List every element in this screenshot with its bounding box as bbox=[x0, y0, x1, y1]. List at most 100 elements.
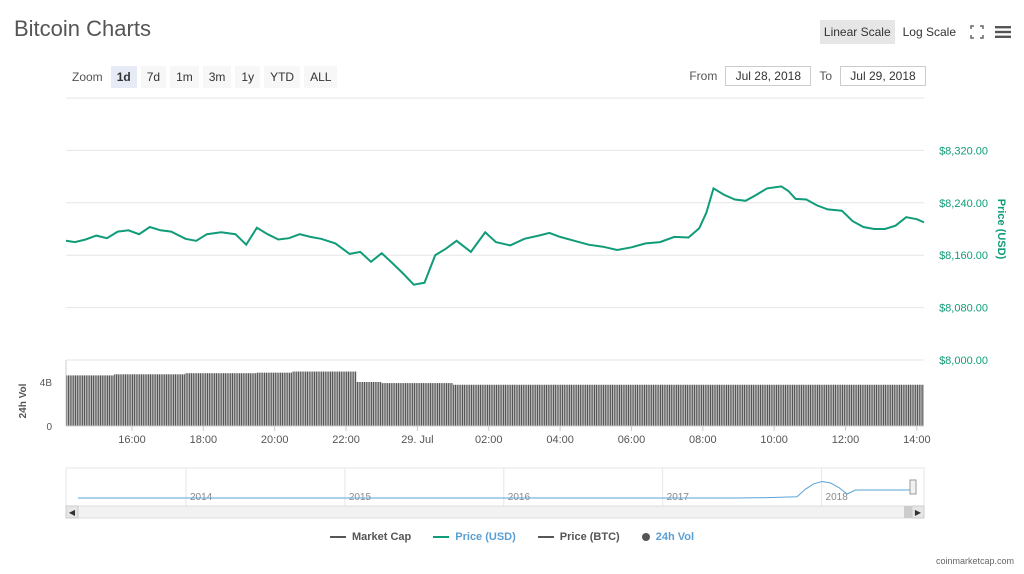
volume-bar bbox=[128, 374, 130, 426]
volume-bar bbox=[561, 384, 564, 426]
x-tick-label: 04:00 bbox=[546, 434, 574, 446]
volume-bar bbox=[264, 372, 266, 426]
zoom-ytd-button[interactable]: YTD bbox=[264, 66, 301, 88]
volume-bar bbox=[112, 375, 114, 426]
volume-bar bbox=[240, 373, 243, 426]
zoom-1y-button[interactable]: 1y bbox=[235, 66, 261, 88]
volume-bar bbox=[198, 373, 200, 426]
volume-bar bbox=[185, 373, 187, 426]
volume-bar bbox=[661, 384, 663, 426]
volume-bar bbox=[365, 382, 367, 426]
legend-price-btc[interactable]: Price (BTC) bbox=[537, 531, 620, 543]
volume-bar bbox=[331, 371, 333, 426]
volume-bar bbox=[408, 383, 410, 426]
zoom-1m-button[interactable]: 1m bbox=[170, 66, 199, 88]
volume-bar bbox=[738, 384, 740, 426]
volume-bar bbox=[337, 371, 339, 426]
volume-bar bbox=[463, 384, 465, 426]
volume-bar bbox=[859, 384, 861, 426]
volume-bar bbox=[96, 375, 98, 426]
x-tick-label: 10:00 bbox=[760, 434, 788, 446]
volume-bar bbox=[119, 374, 121, 426]
volume-bar bbox=[907, 384, 910, 426]
volume-bar bbox=[686, 384, 688, 426]
volume-bar bbox=[545, 384, 548, 426]
volume-bar bbox=[895, 384, 897, 426]
volume-bar bbox=[882, 384, 885, 426]
volume-bar bbox=[431, 383, 433, 426]
volume-bar bbox=[251, 373, 253, 426]
log-scale-button[interactable]: Log Scale bbox=[902, 25, 956, 39]
volume-bar bbox=[78, 375, 80, 426]
volume-bar bbox=[726, 384, 728, 426]
volume-bar bbox=[660, 384, 662, 426]
volume-bar bbox=[602, 384, 605, 426]
volume-bar bbox=[758, 384, 760, 426]
legend-volume[interactable]: 24h Vol bbox=[641, 531, 694, 543]
to-date-input[interactable] bbox=[840, 66, 926, 86]
volume-bar bbox=[499, 384, 501, 426]
volume-bar bbox=[651, 384, 653, 426]
volume-bar bbox=[893, 384, 895, 426]
volume-bar bbox=[743, 384, 746, 426]
from-label: From bbox=[689, 69, 718, 83]
volume-bar bbox=[781, 384, 783, 426]
volume-bar bbox=[92, 375, 94, 426]
volume-bar bbox=[818, 384, 820, 426]
volume-bar bbox=[445, 383, 448, 426]
legend-price-usd-label: Price (USD) bbox=[455, 531, 516, 543]
volume-bar bbox=[709, 384, 712, 426]
volume-bar bbox=[684, 384, 687, 426]
volume-bar bbox=[765, 384, 767, 426]
volume-bar bbox=[404, 383, 407, 426]
navigator-year-label: 2018 bbox=[826, 492, 849, 503]
volume-bar bbox=[435, 383, 437, 426]
zoom-7d-button[interactable]: 7d bbox=[140, 66, 167, 88]
volume-bar bbox=[879, 384, 881, 426]
navigator[interactable]: 2014 2015 2016 2017 2018◀ ▶ bbox=[65, 467, 925, 519]
volume-bar bbox=[231, 373, 234, 426]
volume-bar bbox=[403, 383, 405, 426]
volume-bar bbox=[622, 384, 624, 426]
volume-bar bbox=[517, 384, 519, 426]
volume-bar bbox=[606, 384, 608, 426]
from-date-input[interactable] bbox=[725, 66, 812, 86]
volume-bar bbox=[572, 384, 574, 426]
volume-bar bbox=[155, 374, 157, 426]
volume-bar bbox=[586, 384, 589, 426]
volume-bar bbox=[485, 384, 487, 426]
volume-bar bbox=[413, 383, 416, 426]
volume-bar bbox=[142, 374, 144, 426]
volume-bar bbox=[285, 372, 287, 426]
volume-bar bbox=[417, 383, 419, 426]
volume-bar bbox=[585, 384, 587, 426]
zoom-1d-button[interactable]: 1d bbox=[110, 66, 137, 88]
volume-bar bbox=[94, 375, 96, 426]
volume-bar bbox=[342, 371, 344, 426]
volume-bar bbox=[670, 384, 672, 426]
legend-market-cap[interactable]: Market Cap bbox=[329, 531, 411, 543]
menu-icon[interactable] bbox=[994, 23, 1012, 41]
volume-bar bbox=[506, 384, 508, 426]
legend-price-usd[interactable]: Price (USD) bbox=[433, 531, 516, 543]
volume-bar bbox=[677, 384, 680, 426]
volume-bar bbox=[599, 384, 601, 426]
volume-bar bbox=[176, 374, 178, 426]
volume-bar bbox=[367, 382, 369, 426]
volume-bar bbox=[806, 384, 808, 426]
volume-bar bbox=[476, 384, 478, 426]
zoom-all-button[interactable]: ALL bbox=[304, 66, 338, 88]
volume-bar bbox=[831, 384, 833, 426]
fullscreen-icon[interactable] bbox=[968, 23, 986, 41]
x-tick-label: 08:00 bbox=[689, 434, 717, 446]
volume-bar bbox=[875, 384, 878, 426]
linear-scale-button[interactable]: Linear Scale bbox=[819, 20, 895, 44]
zoom-3m-button[interactable]: 3m bbox=[202, 66, 232, 88]
volume-bar bbox=[720, 384, 722, 426]
volume-bar bbox=[235, 373, 237, 426]
to-label: To bbox=[819, 69, 832, 83]
volume-bar bbox=[552, 384, 555, 426]
volume-bar bbox=[399, 383, 401, 426]
volume-bar bbox=[190, 373, 193, 426]
volume-bar bbox=[510, 384, 512, 426]
